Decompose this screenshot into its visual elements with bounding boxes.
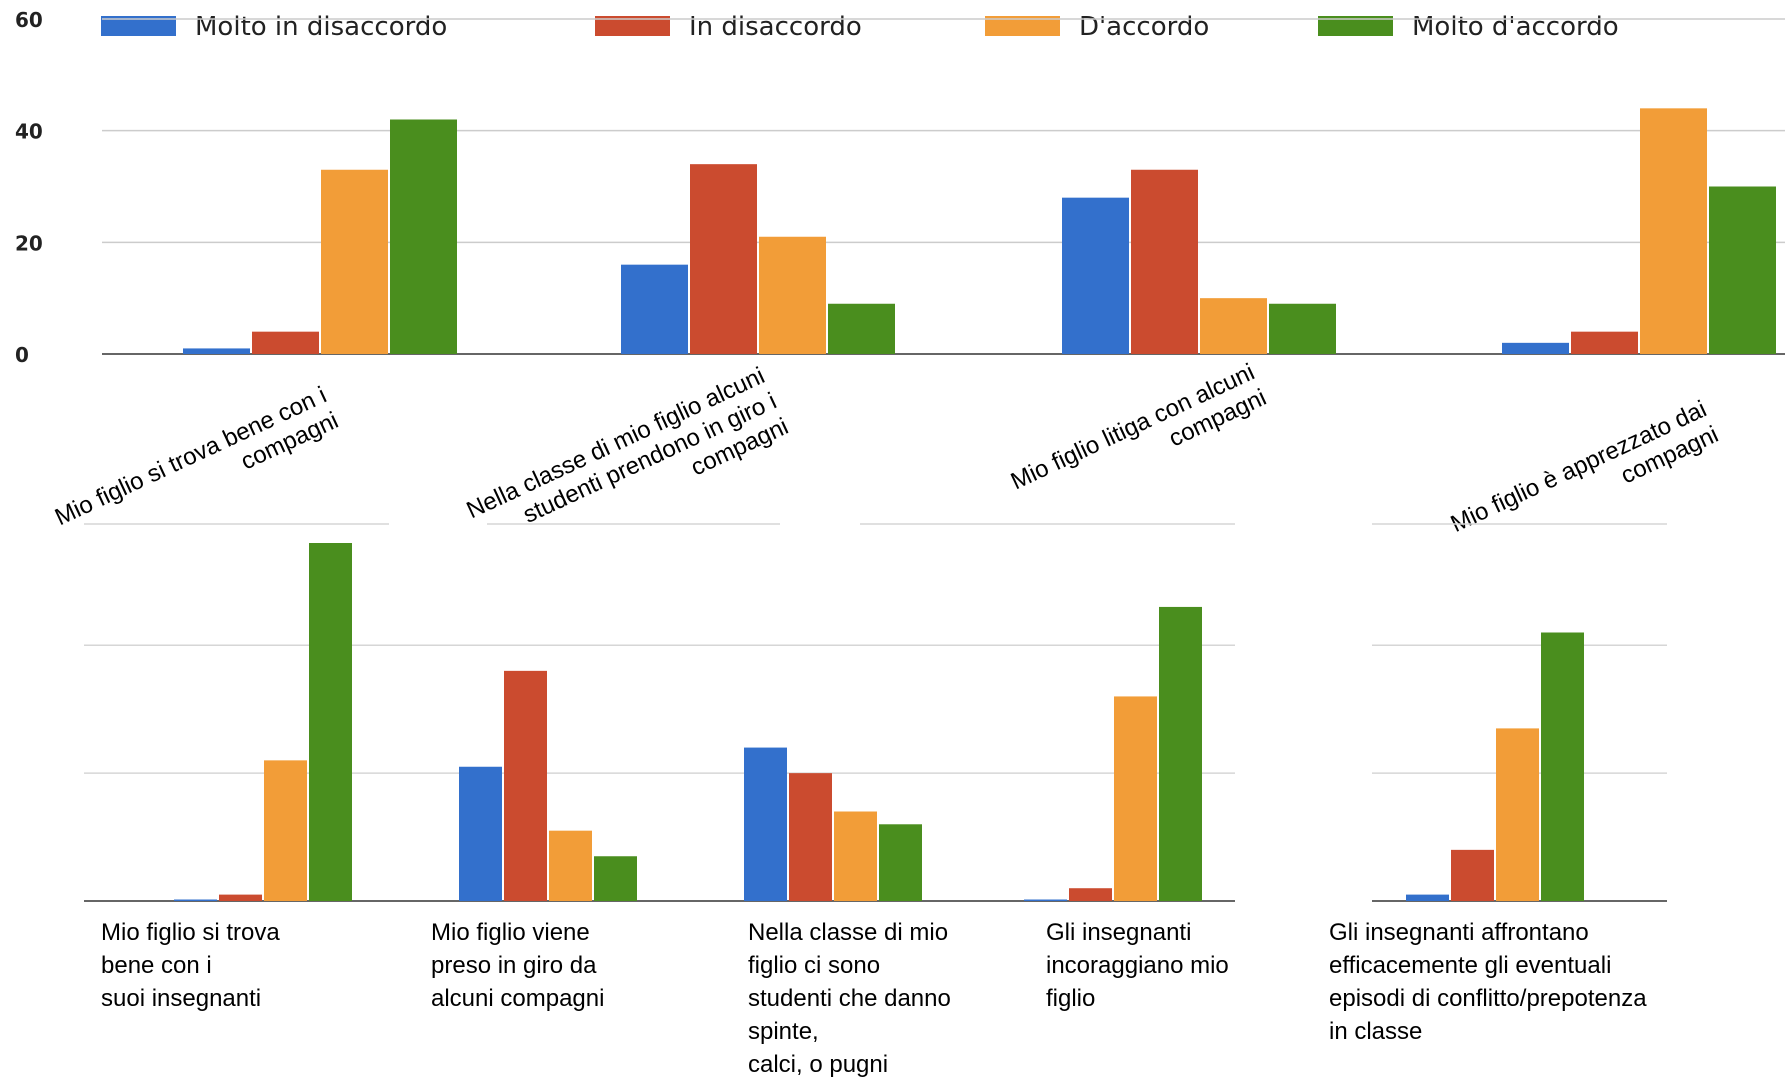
chart-1-bar-d-accordo bbox=[759, 236, 826, 354]
legend-label-d-accordo: D'accordo bbox=[1079, 12, 1209, 42]
chart-1-bar-in-disaccordo bbox=[1131, 169, 1198, 354]
chart-2-bar-molto-in-disaccordo bbox=[1024, 899, 1067, 901]
legend-label-molto-in-disaccordo: Molto in disaccordo bbox=[195, 12, 447, 42]
chart-1-y-axis: 0 20 40 60 bbox=[15, 8, 43, 367]
chart-1-bar-in-disaccordo bbox=[252, 331, 319, 354]
legend-swatch-molto-d-accordo bbox=[1318, 16, 1393, 36]
legend-label-in-disaccordo: In disaccordo bbox=[689, 12, 862, 42]
chart-1-bars bbox=[183, 108, 1776, 354]
chart-1-bar-in-disaccordo bbox=[1571, 331, 1638, 354]
chart-2-bar-molto-d-accordo bbox=[594, 856, 637, 901]
chart-1-bar-molto-d-accordo bbox=[1709, 186, 1776, 354]
chart-1-bar-molto-d-accordo bbox=[1269, 303, 1336, 354]
chart-2-bar-d-accordo bbox=[1114, 696, 1157, 901]
legend-swatch-molto-in-disaccordo bbox=[101, 16, 176, 36]
chart-2-x-axis: Mio figlio si trova bene con i suoi insegn… bbox=[101, 919, 1647, 1077]
chart-2-bar-in-disaccordo bbox=[1451, 849, 1494, 901]
chart-2-bar-d-accordo bbox=[834, 811, 877, 901]
chart-1-bar-molto-in-disaccordo bbox=[1502, 342, 1569, 354]
chart-2-bar-in-disaccordo bbox=[219, 894, 262, 901]
chart-2-bar-in-disaccordo bbox=[1069, 888, 1112, 901]
chart-1-bar-d-accordo bbox=[1200, 298, 1267, 354]
chart-2-bar-d-accordo bbox=[549, 830, 592, 901]
chart-2-category-label: Nella classe di mio figlio ci sono student… bbox=[748, 919, 951, 1077]
chart-legend: Molto in disaccordo In disaccordo D'accord… bbox=[101, 12, 1619, 42]
chart-1-bar-d-accordo bbox=[1640, 108, 1707, 354]
chart-1-category-label: Mio figlio si trova bene con icompagni bbox=[51, 382, 343, 557]
chart-1-bar-in-disaccordo bbox=[690, 164, 757, 354]
chart-2-bar-molto-in-disaccordo bbox=[744, 747, 787, 901]
chart-1-bar-d-accordo bbox=[321, 169, 388, 354]
chart-2-bar-molto-d-accordo bbox=[879, 824, 922, 901]
chart-1-bar-molto-d-accordo bbox=[828, 303, 895, 354]
chart-2-bar-d-accordo bbox=[1496, 728, 1539, 901]
chart-2-bar-molto-in-disaccordo bbox=[459, 766, 502, 901]
chart-1-bar-molto-in-disaccordo bbox=[183, 348, 250, 354]
chart-1-y-tick: 40 bbox=[15, 120, 43, 144]
chart-2-bar-molto-d-accordo bbox=[1159, 606, 1202, 901]
chart-1-bar-molto-in-disaccordo bbox=[1062, 197, 1129, 354]
chart-2-category-label: Gli insegnanti incoraggiano mio figlio bbox=[1046, 919, 1229, 1012]
chart-1-y-tick: 20 bbox=[15, 231, 43, 255]
chart-2-bar-in-disaccordo bbox=[789, 773, 832, 901]
chart-1-category-label: Mio figlio è apprezzato daicompagni bbox=[1447, 396, 1723, 564]
chart-2-bar-d-accordo bbox=[264, 760, 307, 901]
chart-1-bar-molto-in-disaccordo bbox=[621, 264, 688, 354]
chart-2-bar-molto-in-disaccordo bbox=[1406, 894, 1449, 901]
chart-2-bar-molto-in-disaccordo bbox=[174, 899, 217, 901]
legend-label-molto-d-accordo: Molto d'accordo bbox=[1412, 12, 1619, 42]
chart-2-category-label: Gli insegnanti affrontano efficacemente g… bbox=[1329, 919, 1647, 1045]
chart-1-y-tick: 60 bbox=[15, 8, 43, 32]
legend-swatch-d-accordo bbox=[985, 16, 1060, 36]
chart-2-category-label: Mio figlio si trova bene con i suoi insegn… bbox=[101, 919, 280, 1012]
chart-1-category-label: Mio figlio litiga con alcunicompagni bbox=[1007, 359, 1271, 521]
chart-2-bar-molto-d-accordo bbox=[309, 543, 352, 901]
chart-2-category-label: Mio figlio viene preso in giro da alcuni c… bbox=[431, 919, 604, 1012]
chart-1-x-axis: Mio figlio si trova bene con icompagni Ne… bbox=[51, 359, 1723, 575]
legend-swatch-in-disaccordo bbox=[595, 16, 670, 36]
chart-1-category-label: Nella classe di mio figlio alcunistudent… bbox=[462, 362, 792, 575]
chart-1-bar-molto-d-accordo bbox=[390, 119, 457, 354]
chart-2-bar-in-disaccordo bbox=[504, 670, 547, 901]
chart-1-y-tick: 0 bbox=[15, 343, 29, 367]
chart-2-bar-molto-d-accordo bbox=[1541, 632, 1584, 901]
chart-2-bars bbox=[174, 543, 1584, 901]
